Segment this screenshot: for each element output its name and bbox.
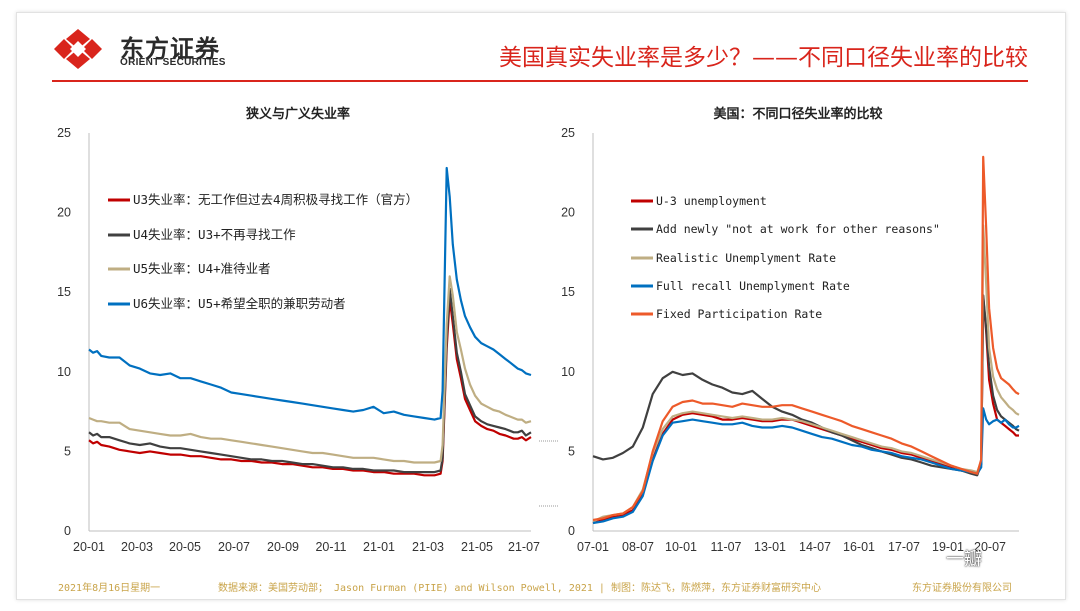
y-tick-label: 0 [64,524,71,538]
chart-title: 美国：不同口径失业率的比较 [713,106,882,122]
x-tick-label: 21-05 [461,540,493,554]
slide-title: 美国真实失业率是多少？——不同口径失业率的比较 [499,45,1028,71]
x-tick-label: 20-01 [73,540,105,554]
x-tick-label: 20-03 [121,540,153,554]
y-tick-label: 15 [561,285,575,299]
y-tick-label: 10 [57,365,71,379]
legend-label: U-3 unemployment [656,194,767,208]
chart-title: 狭义与广义失业率 [245,106,350,122]
footer-date: 2021年8月16日星期一 [58,583,161,594]
series-line-3 [592,224,1020,523]
x-tick-label: 14-07 [799,540,831,554]
footer-source: 数据来源：美国劳动部； Jason Furman (PIIE) and Wils… [218,583,821,594]
series-line-4 [88,166,532,421]
legend-label: U4失业率：U3+不再寻找工作 [133,227,296,242]
x-tick-label: 13-01 [754,540,786,554]
series-line-4 [592,407,1020,525]
company-logo: 东方证券 ORIENT SECURITIES [52,27,252,71]
logo-chinese-name: 东方证券 [120,35,220,63]
x-tick-label: 19-01 [932,540,964,554]
y-tick-label: 20 [57,206,71,220]
legend-label: Full recall Unemplyment Rate [656,279,850,293]
x-tick-label: 21-01 [363,540,395,554]
x-tick-label: 20-07 [974,540,1006,554]
series-line-1 [88,297,532,477]
x-tick-label: 08-07 [622,540,654,554]
logo-english-name: ORIENT SECURITIES [120,57,226,68]
x-tick-label: 21-07 [508,540,540,554]
y-tick-label: 5 [568,444,575,458]
x-tick-label: 20-09 [267,540,299,554]
series-line-2 [88,287,532,474]
series-line-2 [592,294,1020,477]
x-tick-label: 16-01 [843,540,875,554]
series-line-5 [592,155,1020,521]
series-line-3 [88,275,532,464]
legend-label: U5失业率：U4+准待业者 [133,261,271,276]
legend-label: Fixed Participation Rate [656,307,822,321]
y-tick-label: 15 [57,285,71,299]
x-tick-label: 20-11 [315,540,346,554]
y-tick-label: 25 [57,126,71,140]
footer-company: 东方证券股份有限公司 [912,583,1012,594]
x-tick-label: 10-01 [665,540,697,554]
logo-mark-icon [54,29,102,69]
legend-label: Add newly "not at work for other reasons… [656,222,940,236]
x-tick-label: 20-05 [169,540,201,554]
x-tick-label: 07-01 [577,540,609,554]
x-tick-label: 20-07 [218,540,250,554]
x-tick-label: 11-07 [710,540,741,554]
legend-label: U3失业率：无工作但过去4周积极寻找工作（官方） [133,192,418,207]
y-tick-label: 0 [568,524,575,538]
y-tick-label: 20 [561,206,575,220]
legend-label: U6失业率：U5+希望全职的兼职劳动者 [133,296,346,311]
title-divider [52,80,1028,82]
y-tick-label: 25 [561,126,575,140]
y-tick-label: 5 [64,444,71,458]
x-tick-label: 21-03 [412,540,444,554]
legend-label: Realistic Unemplyment Rate [656,251,836,265]
watermark-text: 一瓣 [946,549,982,570]
y-tick-label: 10 [561,365,575,379]
slide [16,12,1066,600]
x-tick-label: 17-07 [888,540,920,554]
